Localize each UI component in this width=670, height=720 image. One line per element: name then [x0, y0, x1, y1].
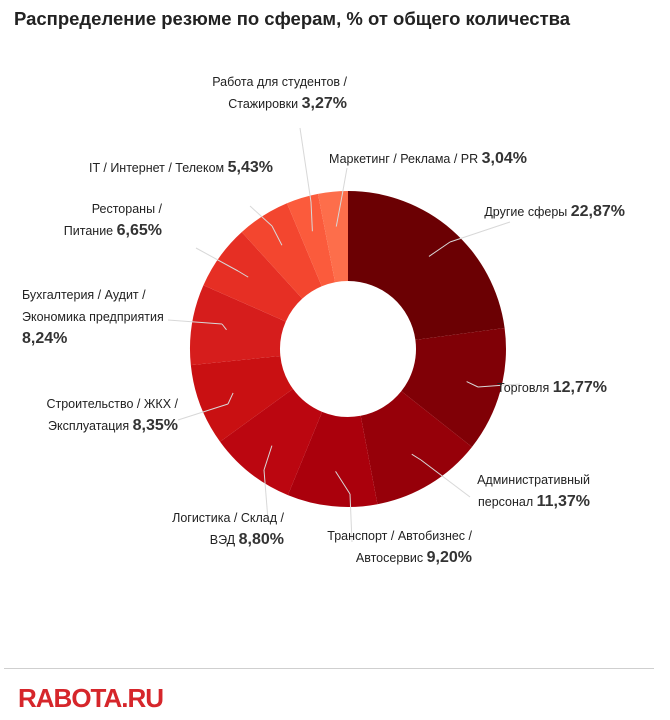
- slice-label: Маркетинг / Реклама / PR 3,04%: [329, 150, 527, 167]
- labels-group: Другие сферы 22,87% Торговля 12,77% Админи…: [22, 75, 625, 566]
- slice-label: Другие сферы 22,87%: [484, 203, 625, 220]
- slice-value: 3,27%: [302, 95, 347, 112]
- slice-label: Административный персонал 11,37%: [477, 473, 590, 510]
- slice-label-text: Рестораны /: [92, 202, 163, 216]
- pie-slice: [287, 411, 378, 507]
- slice-label-text: персонал: [478, 495, 537, 509]
- leader-line: [466, 381, 479, 388]
- slice-label-text: Работа для студентов /: [212, 75, 347, 89]
- slices-group: [190, 191, 506, 507]
- leader-line: [335, 471, 351, 495]
- slice-label: Транспорт / Автобизнес / Автосервис 9,20%: [327, 529, 472, 566]
- slice-label: Работа для студентов / Стажировки 3,27%: [212, 75, 347, 112]
- slice-value: 11,37%: [537, 493, 590, 510]
- leader-line: [411, 453, 422, 461]
- leader-line: [177, 403, 229, 421]
- slice-value: 8,24%: [22, 330, 67, 347]
- leader-line: [221, 323, 227, 331]
- slice-label: Рестораны / Питание 6,65%: [64, 202, 163, 239]
- leader-line: [428, 241, 451, 257]
- pie-slice: [220, 388, 323, 496]
- chart-title: Распределение резюме по сферам, % от общ…: [14, 8, 571, 29]
- pie-slice: [360, 391, 472, 505]
- brand-logo: RABOTA.RU: [18, 683, 164, 713]
- slice-label-text: Строительство / ЖКХ /: [46, 397, 178, 411]
- slice-label-text: Бухгалтерия / Аудит /: [22, 288, 146, 302]
- pie-slice: [190, 355, 293, 442]
- leader-line: [335, 195, 343, 227]
- leader-line: [349, 493, 353, 543]
- leader-lines-group: [167, 127, 521, 543]
- slice-value: 22,87%: [571, 203, 625, 220]
- leader-line: [237, 270, 249, 278]
- slice-label-text: Питание: [64, 224, 117, 238]
- slice-label-text: IT / Интернет / Телеком: [89, 161, 228, 175]
- leader-line: [420, 459, 471, 498]
- leader-line: [249, 205, 273, 227]
- pie-slice: [203, 232, 303, 322]
- footer-divider: [4, 668, 654, 669]
- leader-line: [167, 319, 223, 325]
- slice-label-text: ВЭД: [210, 533, 239, 547]
- slice-label: Логистика / Склад / ВЭД 8,80%: [172, 511, 284, 548]
- slice-label-text: Торговля: [497, 381, 553, 395]
- slice-label-text: Другие сферы: [484, 205, 570, 219]
- leader-line: [227, 392, 234, 405]
- pie-slice: [286, 193, 336, 287]
- slice-label-text: Логистика / Склад /: [172, 511, 284, 525]
- slice-value: 3,04%: [482, 150, 527, 167]
- leader-line: [341, 167, 348, 197]
- slice-value: 12,77%: [553, 379, 607, 396]
- pie-slice: [241, 203, 322, 299]
- slice-label: Строительство / ЖКХ / Эксплуатация 8,35%: [46, 397, 178, 434]
- slice-label: IT / Интернет / Телеком 5,43%: [89, 159, 273, 176]
- slice-label-text: Транспорт / Автобизнес /: [327, 529, 472, 543]
- slice-label-text: Эксплуатация: [48, 419, 133, 433]
- leader-line: [477, 383, 521, 388]
- leader-line: [310, 201, 313, 232]
- slice-value: 8,35%: [133, 417, 178, 434]
- pie-slice: [401, 327, 506, 447]
- slice-label-text: Экономика предприятия: [22, 310, 164, 324]
- slice-value: 8,80%: [239, 531, 284, 548]
- pie-slice: [318, 191, 348, 283]
- slice-label-text: Административный: [477, 473, 590, 487]
- leader-line: [449, 221, 511, 243]
- leader-line: [263, 469, 269, 521]
- slice-label-text: Маркетинг / Реклама / PR: [329, 152, 482, 166]
- pie-slice: [348, 191, 505, 340]
- slice-value: 9,20%: [427, 549, 472, 566]
- leader-line: [263, 445, 273, 471]
- slice-label-text: Стажировки: [228, 97, 301, 111]
- leader-line: [195, 247, 239, 272]
- slice-label: Торговля 12,77%: [497, 379, 607, 396]
- slice-label: Бухгалтерия / Аудит / Экономика предприят…: [22, 288, 164, 347]
- pie-slice: [190, 285, 286, 366]
- leader-line: [271, 225, 283, 246]
- leader-line: [299, 127, 312, 203]
- slice-label-text: Автосервис: [356, 551, 427, 565]
- slice-value: 5,43%: [228, 159, 273, 176]
- slice-value: 6,65%: [117, 222, 162, 239]
